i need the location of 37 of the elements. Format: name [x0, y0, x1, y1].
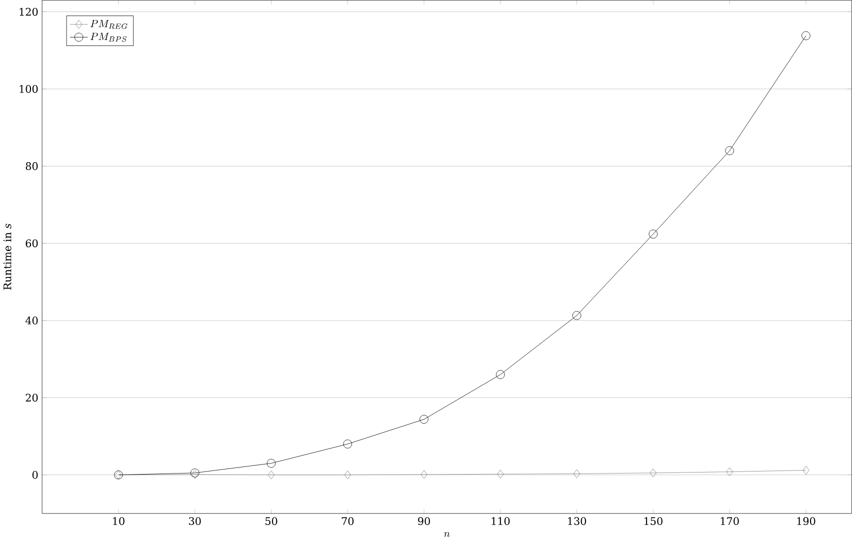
point — [343, 440, 352, 448]
y-tick-label: 40 — [25, 316, 38, 324]
point — [725, 146, 734, 155]
x-axis-title: $n$ — [444, 532, 450, 537]
legend-label: $PM_{BPS}$ — [90, 32, 127, 42]
legend-label: $PM_{REG}$ — [90, 20, 128, 29]
y-tick-label: 0 — [32, 470, 38, 479]
y-axis-title: Runtime in s — [3, 224, 12, 290]
y-tick-label: 80 — [26, 162, 38, 170]
point — [496, 370, 505, 379]
y-tick-label: 120 — [20, 8, 38, 16]
y-tick-label: 60 — [26, 239, 38, 248]
point — [266, 458, 276, 468]
point — [420, 470, 428, 479]
point — [648, 230, 658, 238]
x-tick-label: 170 — [720, 517, 739, 525]
point — [573, 469, 580, 478]
x-tick-label: 150 — [644, 517, 662, 525]
x-tick-label: 30 — [189, 517, 201, 525]
x-tick-label: 70 — [342, 517, 354, 525]
point — [572, 311, 582, 320]
x-tick-label: 50 — [265, 517, 278, 525]
x-tick-label: 190 — [797, 517, 816, 525]
point — [420, 414, 428, 424]
x-tick-label: 130 — [568, 517, 586, 525]
y-tick-label: 100 — [20, 84, 38, 93]
x-tick-label: 10 — [113, 517, 124, 525]
point — [802, 466, 810, 475]
y-tick-label: 20 — [26, 394, 38, 402]
x-tick-label: 90 — [418, 517, 430, 525]
point — [726, 467, 733, 476]
point — [268, 470, 275, 480]
point — [344, 470, 351, 480]
point — [497, 470, 504, 478]
point — [650, 468, 657, 478]
point — [802, 31, 810, 40]
x-tick-label: 110 — [492, 517, 510, 525]
